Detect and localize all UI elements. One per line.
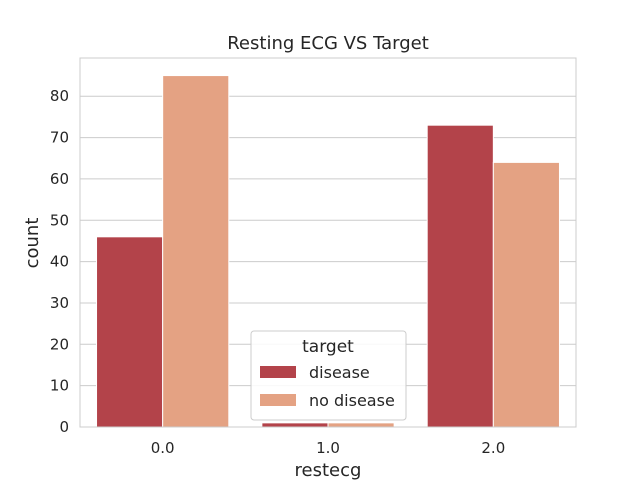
bar-no-disease-2.0 (492, 161, 560, 428)
bar-no-disease-1.0 (327, 422, 395, 428)
y-tick-label: 20 (50, 335, 69, 353)
bar-no-disease-0.0 (162, 75, 230, 428)
legend-label-disease: disease (309, 363, 370, 382)
legend-swatch-disease (260, 366, 296, 378)
legend-label-no-disease: no disease (309, 391, 395, 410)
legend-title: target (302, 337, 354, 357)
y-tick-label: 50 (50, 211, 69, 229)
y-tick-label: 10 (50, 377, 69, 395)
y-tick-label: 30 (50, 294, 69, 312)
x-tick-labels: 0.0 1.0 2.0 (151, 439, 506, 457)
plot-frame (79, 57, 577, 428)
bars (96, 75, 560, 428)
y-tick-label: 0 (59, 418, 69, 436)
x-axis-label: restecg (295, 460, 362, 480)
bar-disease-2.0 (426, 124, 494, 428)
chart-title: Resting ECG VS Target (227, 33, 429, 54)
y-tick-label: 80 (50, 87, 69, 105)
x-tick-label: 2.0 (481, 439, 505, 457)
x-tick-label: 0.0 (151, 439, 175, 457)
y-tick-labels: 0 10 20 30 40 50 60 70 80 (50, 87, 69, 436)
legend-swatch-no-disease (260, 394, 296, 406)
x-tick-label: 1.0 (316, 439, 340, 457)
bar-disease-1.0 (261, 422, 329, 428)
legend: target disease no disease (250, 330, 407, 421)
y-tick-label: 60 (50, 170, 69, 188)
y-tick-label: 40 (50, 253, 69, 271)
y-tick-label: 70 (50, 129, 69, 147)
y-axis-label: count (22, 218, 43, 269)
bar-disease-0.0 (96, 236, 164, 428)
